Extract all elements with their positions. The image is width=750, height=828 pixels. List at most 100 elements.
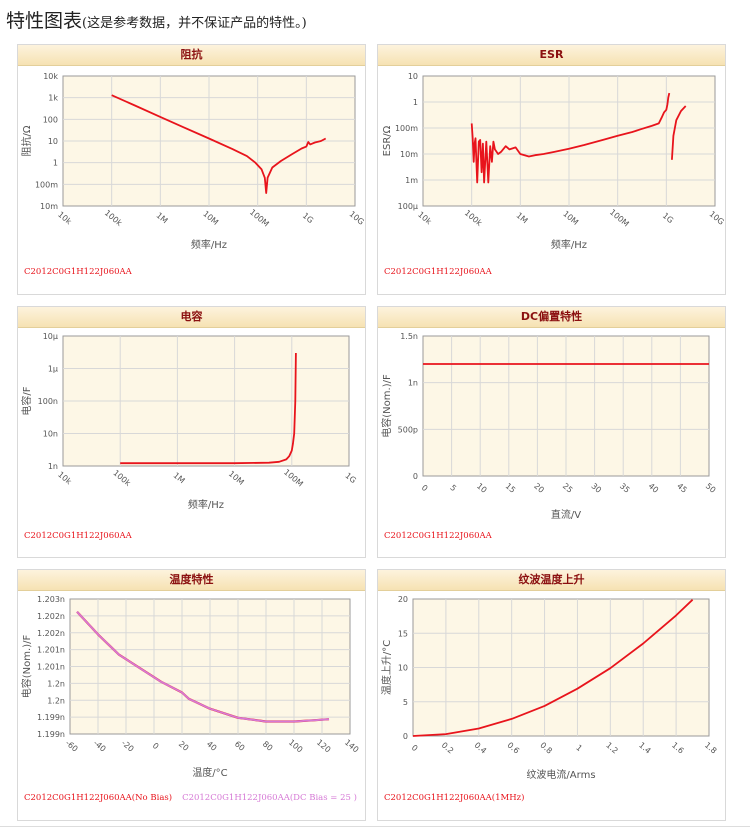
x-tick-label: 30 <box>589 481 603 494</box>
series-line <box>76 611 330 723</box>
x-tick-label: 100M <box>248 208 271 229</box>
x-axis-label: 频率/Hz <box>551 238 587 251</box>
y-tick-label: 1.5n <box>400 332 418 341</box>
series-line <box>470 92 671 184</box>
x-tick-label: 0 <box>410 743 420 753</box>
y-tick-label: 1 <box>53 159 58 168</box>
y-tick-label: 10n <box>43 430 58 439</box>
legend-entry: C2012C0G1H122J060AA(1MHz) <box>384 793 525 803</box>
panel-title: 纹波温度上升 <box>378 570 725 591</box>
y-tick-label: 100m <box>35 180 58 189</box>
x-tick-label: 100M <box>608 208 631 229</box>
y-tick-label: 1.202n <box>37 612 65 621</box>
y-tick-label: 10m <box>400 150 418 159</box>
y-tick-label: 1μ <box>48 365 58 374</box>
x-axis-label: 频率/Hz <box>188 498 224 511</box>
panel-title: 温度特性 <box>18 570 365 591</box>
y-axis-label: ESR/Ω <box>382 125 393 156</box>
x-tick-label: 25 <box>561 481 575 494</box>
x-tick-label: 10M <box>561 209 580 227</box>
chart-legend: C2012C0G1H122J060AA <box>384 267 502 277</box>
x-tick-label: 100k <box>103 208 124 228</box>
legend-entry: C2012C0G1H122J060AA <box>384 267 492 277</box>
x-tick-label: 10k <box>416 210 433 227</box>
y-tick-label: 1.201n <box>37 663 65 672</box>
x-axis-label: 温度/°C <box>192 766 227 779</box>
y-tick-label: 10 <box>48 137 58 146</box>
chart-ripple-temp: 0 0.2 0.4 0.6 0.8 1 1.2 1.4 1.6 1.8 0 5 10 15 20 纹波电流/A… <box>380 595 719 781</box>
y-tick-label: 100n <box>38 397 58 406</box>
chart-dc-bias: 0 5 10 15 20 25 30 35 40 45 50 0 500p 1n 1.5n 直流/V 电容(No… <box>380 332 718 521</box>
legend-entry: C2012C0G1H122J060AA <box>24 267 132 277</box>
x-tick-label: 1G <box>343 471 357 485</box>
x-tick-label: 100k <box>111 468 132 488</box>
x-tick-label: 1.8 <box>703 741 719 756</box>
panel-dc-bias: DC偏置特性 0 5 10 15 20 25 30 35 40 45 50 0 500p 1n 1.5n 直流… <box>377 306 726 558</box>
x-axis-label: 频率/Hz <box>191 238 227 251</box>
x-tick-label: -20 <box>120 738 136 753</box>
x-tick-label: 10k <box>56 470 73 487</box>
y-tick-label: 100μ <box>398 202 418 211</box>
y-axis-label: 阻抗/Ω <box>20 125 33 156</box>
y-tick-label: 1.2n <box>47 696 65 705</box>
chart-temperature: -60 -40 -20 0 20 40 60 80 100 120 140 1.199n 1.199n 1… <box>20 595 360 779</box>
y-tick-label: 5 <box>403 698 408 707</box>
y-axis-label: 电容(Nom.)/F <box>20 635 33 699</box>
y-tick-label: 10k <box>43 72 58 81</box>
x-tick-label: -60 <box>64 738 80 753</box>
x-tick-label: 0.8 <box>538 741 554 756</box>
legend-entry: C2012C0G1H122J060AA(DC Bias = 25 ) <box>182 793 357 803</box>
x-tick-label: 60 <box>233 739 247 752</box>
x-tick-label: 1G <box>661 211 675 225</box>
y-tick-label: 1n <box>48 462 58 471</box>
y-tick-label: 0 <box>403 732 408 741</box>
y-tick-label: 1.2n <box>47 679 65 688</box>
x-tick-label: 100 <box>287 738 304 755</box>
x-tick-label: 15 <box>504 481 518 494</box>
panel-title: DC偏置特性 <box>378 307 725 328</box>
y-tick-label: 15 <box>398 629 408 638</box>
x-tick-label: 1M <box>172 471 187 486</box>
x-tick-label: 100k <box>463 208 484 228</box>
x-axis-label: 纹波电流/Arms <box>526 768 595 781</box>
x-tick-label: 0.6 <box>506 741 522 756</box>
y-tick-label: 500p <box>398 425 418 434</box>
x-tick-label: 10M <box>227 469 246 487</box>
y-tick-label: 1m <box>405 176 418 185</box>
y-tick-label: 100m <box>395 124 418 133</box>
x-tick-label: 20 <box>532 481 546 494</box>
x-tick-label: 1M <box>514 211 529 226</box>
x-tick-label: 1G <box>301 211 315 225</box>
page-title-subtitle: (这是参考数据，并不保证产品的特性。) <box>82 16 307 31</box>
x-tick-label: 10M <box>201 209 220 227</box>
y-axis-label: 温度上升/°C <box>380 640 393 695</box>
panel-title: ESR <box>378 45 725 66</box>
y-tick-label: 1.203n <box>37 595 65 604</box>
y-tick-label: 1n <box>408 379 418 388</box>
y-tick-label: 1.199n <box>37 730 65 739</box>
x-tick-label: 50 <box>704 481 718 494</box>
x-tick-label: 120 <box>315 738 332 755</box>
x-axis-label: 直流/V <box>551 508 581 521</box>
y-tick-label: 10μ <box>43 332 58 341</box>
chart-legend: C2012C0G1H122J060AA <box>384 531 502 541</box>
chart-legend: C2012C0G1H122J060AA(1MHz) <box>384 793 534 803</box>
legend-entry: C2012C0G1H122J060AA <box>24 531 132 541</box>
panel-capacitance: 电容 10k 100k 1M 10M 100M 1G 1n 10n 100n 1μ 10μ 频率/Hz… <box>17 306 366 558</box>
y-tick-label: 1 <box>413 98 418 107</box>
y-tick-label: 1.201n <box>37 646 65 655</box>
y-tick-label: 1k <box>48 94 58 103</box>
page-title-main: 特性图表 <box>6 10 83 32</box>
x-tick-label: 35 <box>618 481 632 494</box>
legend-entry: C2012C0G1H122J060AA <box>384 531 492 541</box>
y-tick-label: 20 <box>398 595 408 604</box>
x-tick-label: 0.2 <box>440 741 456 756</box>
x-tick-label: 10G <box>707 209 725 226</box>
y-tick-label: 10 <box>398 664 408 673</box>
panel-ripple-temp: 纹波温度上升 0 0.2 0.4 0.6 0.8 1 1.2 1.4 1.6 1.8 0 5 10 15 2… <box>377 569 726 821</box>
y-tick-label: 100 <box>43 115 58 124</box>
series-line <box>412 599 694 737</box>
chart-esr: 10k 100k 1M 10M 100M 1G 10G 100μ 1m 10m 100m 1 10 频率/… <box>382 72 725 251</box>
x-tick-label: 40 <box>647 481 661 494</box>
series-line <box>671 105 687 160</box>
